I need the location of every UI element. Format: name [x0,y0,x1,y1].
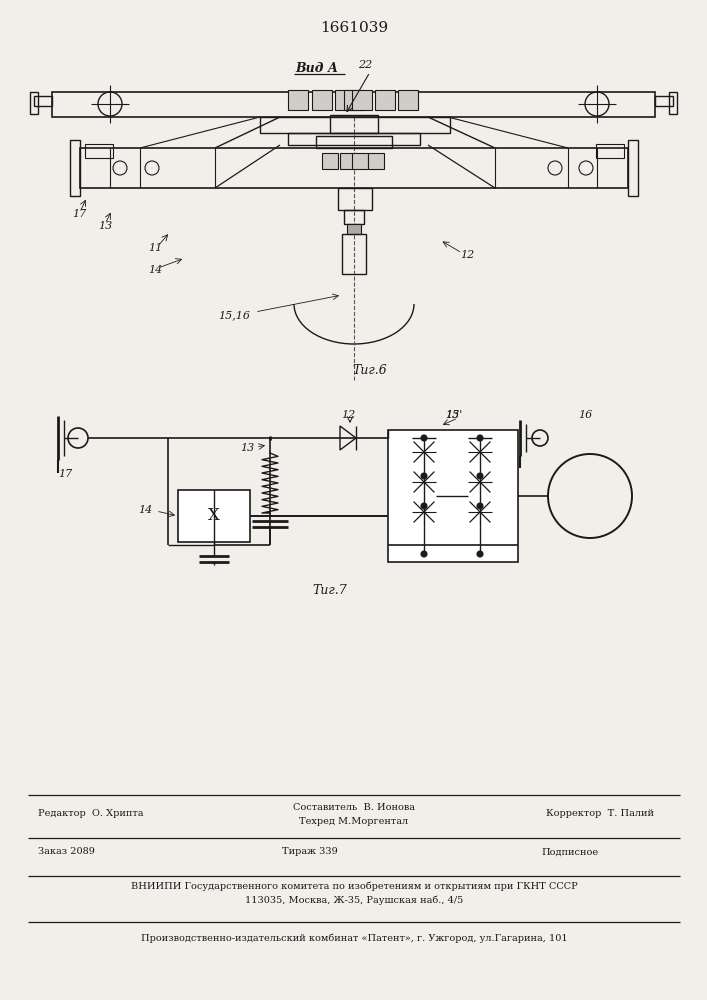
Text: 22: 22 [358,60,373,70]
Text: 13: 13 [98,221,112,231]
Bar [669,92,677,114]
Text: Корректор  Т. Палий: Корректор Т. Палий [546,808,654,818]
Bar [655,96,673,106]
Text: 15,16: 15,16 [218,310,250,320]
Bar [398,90,418,110]
Text: 15: 15 [445,410,459,420]
Circle shape [477,503,483,509]
Bar [375,90,395,110]
Text: Вид А: Вид А [295,62,338,75]
Text: Подписное: Подписное [542,848,599,856]
Text: 14: 14 [138,505,152,515]
Circle shape [421,503,427,509]
Text: Τиг.6: Τиг.6 [353,363,387,376]
Text: Редактор  О. Хрипта: Редактор О. Хрипта [38,808,144,818]
Bar [335,90,355,110]
Circle shape [477,551,483,557]
Bar [368,153,384,169]
Bar [316,136,392,148]
Bar [260,117,450,133]
Bar [30,92,38,114]
Bar [52,92,655,117]
Text: 14: 14 [148,265,162,275]
Bar [322,153,338,169]
Bar [178,490,250,542]
Text: Заказ 2089: Заказ 2089 [38,848,95,856]
Bar [344,90,364,110]
Bar [596,144,624,158]
Text: Тираж 339: Тираж 339 [282,848,338,856]
Bar [34,96,52,106]
Text: X: X [208,508,220,524]
Text: 17: 17 [58,469,72,479]
Text: 12: 12 [460,250,474,260]
Bar [80,148,628,188]
Text: Τиг.7: Τиг.7 [312,584,347,596]
Circle shape [421,473,427,479]
Bar [288,90,308,110]
Bar [342,234,366,274]
Bar [70,140,80,196]
Bar [344,210,364,224]
Bar [330,115,378,133]
Bar [388,430,518,562]
Text: Составитель  В. Ионова: Составитель В. Ионова [293,802,415,812]
Bar [352,153,368,169]
Bar [312,90,332,110]
Text: 113035, Москва, Ж-35, Раушская наб., 4/5: 113035, Москва, Ж-35, Раушская наб., 4/5 [245,895,463,905]
Bar [288,133,420,145]
Circle shape [421,551,427,557]
Circle shape [477,473,483,479]
Bar [85,144,113,158]
Circle shape [421,435,427,441]
Text: 11: 11 [148,243,162,253]
Bar [352,90,372,110]
Text: 1661039: 1661039 [320,21,388,35]
Bar [628,140,638,196]
Text: Техред М.Моргентал: Техред М.Моргентал [300,816,409,826]
Bar [338,188,372,210]
Text: 13': 13' [445,410,462,420]
Text: 16: 16 [578,410,592,420]
Text: 13: 13 [240,443,254,453]
Text: 12: 12 [341,410,355,420]
Text: Производственно-издательский комбинат «Патент», г. Ужгород, ул.Гагарина, 101: Производственно-издательский комбинат «П… [141,933,567,943]
Circle shape [477,435,483,441]
Text: ВНИИПИ Государственного комитета по изобретениям и открытиям при ГКНТ СССР: ВНИИПИ Государственного комитета по изоб… [131,881,578,891]
Bar [340,153,356,169]
Bar [347,224,361,234]
Text: 17: 17 [72,209,86,219]
